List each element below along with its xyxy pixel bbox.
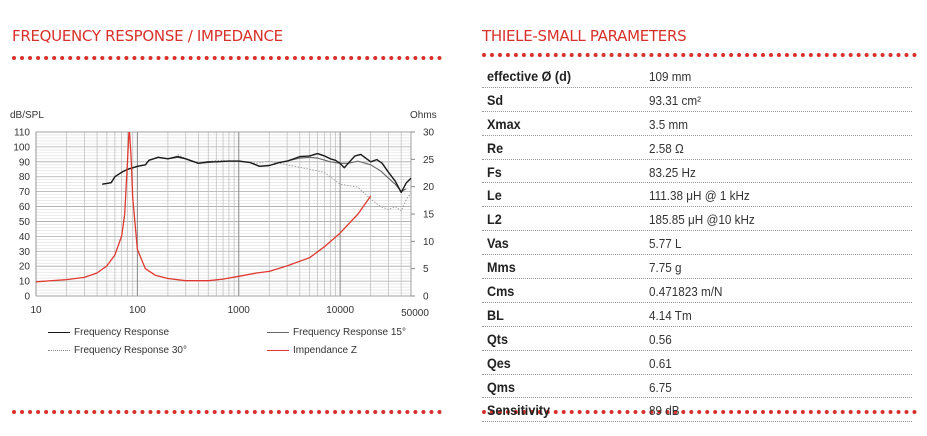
y2-tick-label: 10 (423, 237, 435, 248)
legend-swatch-fr30 (48, 350, 70, 351)
series-line-frequency-response (102, 152, 412, 194)
parameter-row: Qes 0.61 (482, 351, 912, 375)
parameter-value: 7.75 g (649, 260, 682, 276)
parameter-row: Re 2.58 Ω (482, 136, 912, 160)
parameter-row: Fs 83.25 Hz (482, 160, 912, 184)
y2-tick-label: 5 (423, 264, 429, 275)
parameter-value: 89 dB (649, 403, 680, 419)
legend-fr: Frequency Response (74, 327, 170, 338)
parameter-value: 83.25 Hz (649, 164, 696, 180)
parameter-row: Xmax 3.5 mm (482, 112, 912, 136)
parameter-label: Qms (487, 378, 516, 395)
parameter-label: Cms (487, 283, 515, 300)
y-tick-label: 70 (19, 187, 31, 198)
y-tick-label: 90 (19, 157, 31, 168)
series-line-frequency-response-30- (177, 154, 412, 212)
y2-tick-label: 15 (423, 210, 435, 221)
parameter-label: Vas (487, 235, 509, 252)
parameter-label: Fs (487, 163, 502, 180)
y-axis-label: dB/SPL (10, 110, 44, 121)
parameter-value: 0.61 (649, 355, 672, 371)
x-tick-label: 100 (129, 305, 146, 316)
parameter-label: Sensitivity (487, 402, 551, 419)
y-tick-label: 10 (19, 277, 31, 288)
x-tick-label: 10000 (326, 305, 354, 316)
y-tick-label: 110 (14, 128, 30, 139)
parameter-row: Mms 7.75 g (482, 255, 912, 280)
x-tick-label: 1000 (228, 305, 251, 316)
parameter-value: 111.38 μH @ 1 kHz (649, 188, 750, 204)
parameter-label: Mms (487, 259, 516, 276)
parameter-value: 6.75 (649, 379, 672, 395)
parameter-row: Qts 0.56 (482, 327, 912, 351)
legend-swatch-impedance (267, 350, 289, 351)
legend-fr30: Frequency Response 30° (74, 345, 187, 356)
frequency-response-title: FREQUENCY RESPONSE / IMPEDANCE (12, 27, 283, 45)
parameter-row: L2 185.85 μH @10 kHz (482, 207, 912, 232)
thiele-small-title: THIELE-SMALL PARAMETERS (482, 27, 687, 45)
parameter-value: 93.31 cm² (649, 92, 702, 108)
y-tick-label: 20 (19, 262, 31, 273)
legend-swatch-fr (48, 332, 70, 333)
parameter-label: Qes (487, 354, 511, 371)
y2-tick-label: 25 (423, 155, 435, 166)
y2-tick-label: 20 (423, 182, 435, 193)
y-tick-label: 40 (19, 232, 31, 243)
parameter-value: 3.5 mm (649, 116, 689, 132)
parameter-value: 185.85 μH @10 kHz (649, 212, 755, 228)
parameter-row: BL 4.14 Tm (482, 303, 912, 327)
parameter-value: 0.471823 m/N (649, 284, 723, 300)
parameter-label: effective Ø (d) (487, 68, 572, 84)
series-line-impendance-z (36, 132, 372, 283)
parameter-label: L2 (487, 211, 502, 228)
legend-impedance: Impendance Z (293, 345, 357, 356)
y-tick-label: 100 (13, 142, 30, 153)
parameter-row: Cms 0.471823 m/N (482, 279, 912, 303)
parameter-row: Sd 93.31 cm² (482, 88, 912, 112)
y-tick-label: 50 (19, 217, 31, 228)
divider-bottom-left (12, 410, 442, 414)
parameter-label: Qts (487, 330, 509, 347)
parameter-label: Sd (487, 91, 504, 108)
x-tick-label: 50000 (401, 308, 429, 319)
parameter-value: 109 mm (649, 69, 692, 84)
y-tick-label: 30 (19, 247, 31, 258)
parameter-row: effective Ø (d) 109 mm (482, 64, 912, 88)
parameter-value: 0.56 (649, 331, 672, 347)
y2-tick-label: 30 (423, 128, 435, 139)
parameter-label: BL (487, 306, 504, 323)
y-tick-label: 0 (24, 292, 30, 303)
parameter-value: 2.58 Ω (649, 140, 684, 156)
x-tick-label: 10 (30, 305, 42, 316)
y-tick-label: 80 (19, 172, 31, 183)
divider-bottom-right (482, 410, 917, 414)
parameter-value: 4.14 Tm (649, 307, 692, 323)
y2-axis-label: Ohms (410, 110, 437, 121)
parameter-label: Xmax (487, 115, 521, 132)
divider-top-right (482, 53, 917, 57)
legend-swatch-fr15 (267, 332, 289, 333)
y-tick-label: 60 (19, 202, 31, 213)
legend-fr15: Frequency Response 15° (293, 327, 406, 338)
parameter-row: Le 111.38 μH @ 1 kHz (482, 183, 912, 208)
parameter-row: Sensitivity 89 dB (482, 398, 912, 423)
y2-tick-label: 0 (423, 292, 429, 303)
parameter-value: 5.77 L (649, 236, 682, 252)
parameter-row: Vas 5.77 L (482, 231, 912, 256)
parameter-label: Le (487, 187, 502, 204)
parameters-table: effective Ø (d) 109 mm Sd 93.31 cm² Xmax 3.5 … (482, 64, 912, 423)
parameter-row: Qms 6.75 (482, 375, 912, 399)
parameter-label: Re (487, 139, 504, 156)
divider-top-left (12, 56, 442, 60)
